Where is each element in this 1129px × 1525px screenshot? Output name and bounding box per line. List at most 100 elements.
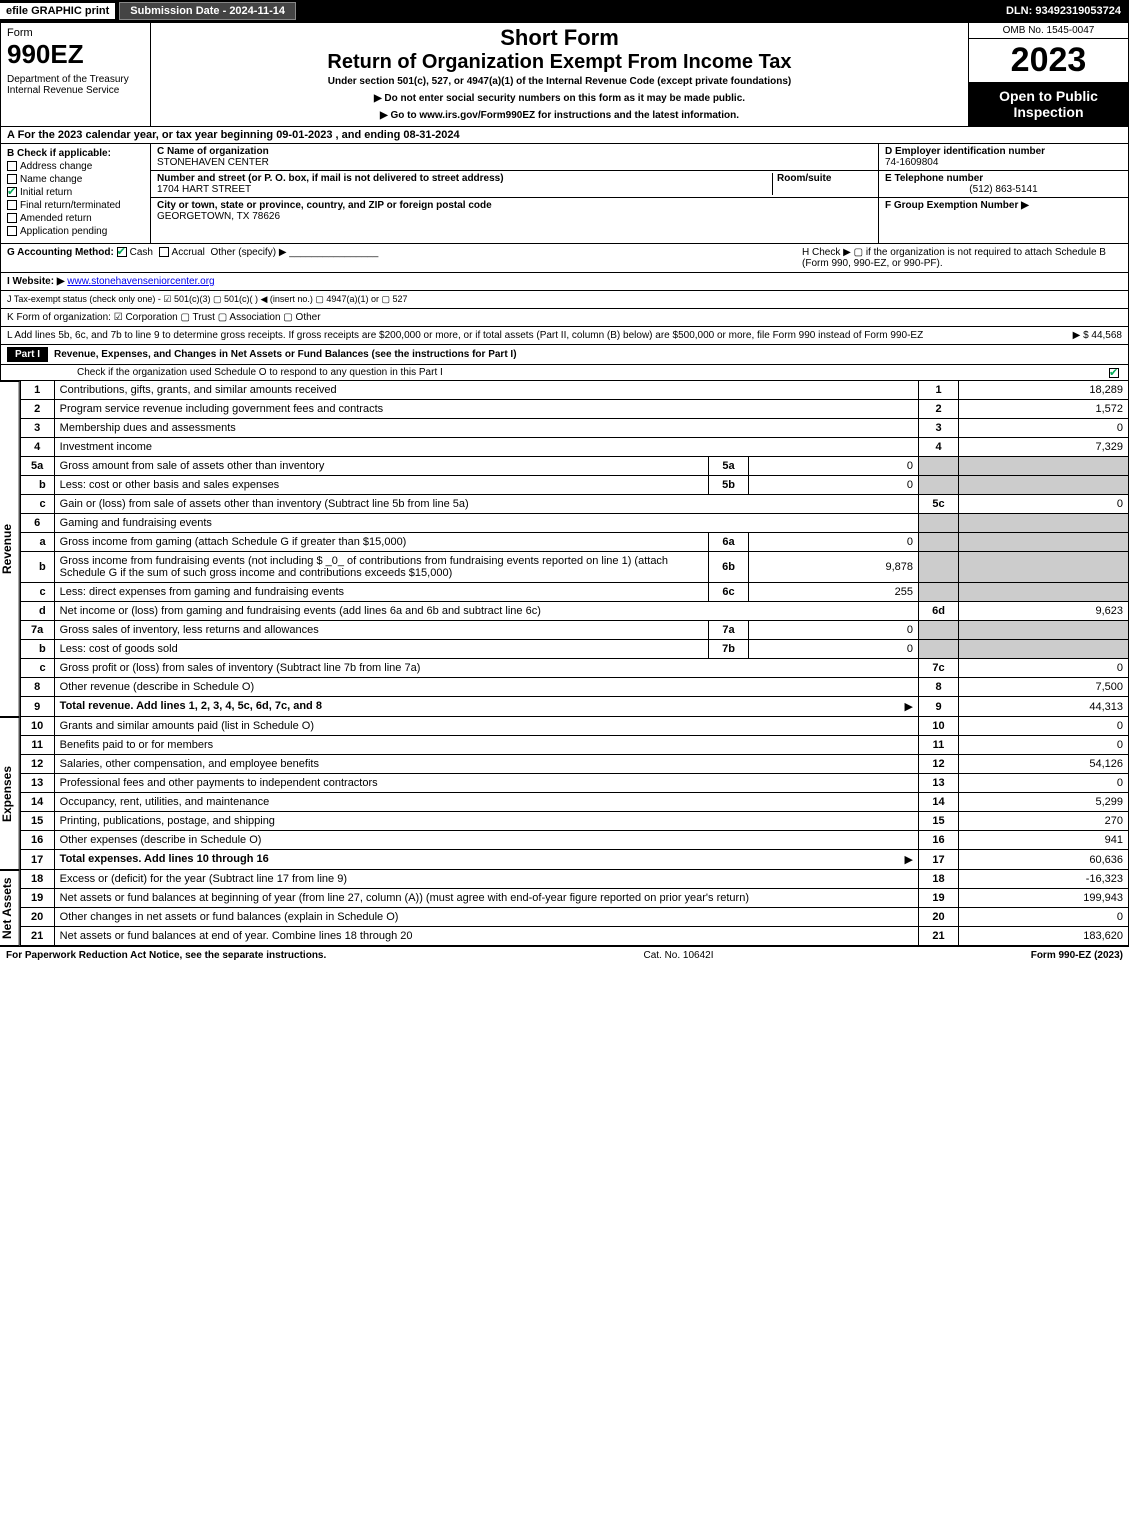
org-name-label: C Name of organization [157,146,269,157]
line-rnum: 9 [919,697,959,717]
line-desc: Net assets or fund balances at beginning… [60,892,749,904]
line-rval: 270 [959,812,1129,831]
grey-cell [959,457,1129,476]
group-exemption-label: F Group Exemption Number ▶ [885,200,1029,211]
line-innum: 7b [709,640,749,659]
submission-date: Submission Date - 2024-11-14 [119,2,296,20]
row-l-text: L Add lines 5b, 6c, and 7b to line 9 to … [7,330,1065,341]
line-rnum: 5c [919,495,959,514]
line-innum: 6b [709,552,749,583]
cb-name-change[interactable]: Name change [7,174,144,185]
line-rval: -16,323 [959,870,1129,889]
line-num: a [20,533,54,552]
grey-cell [959,640,1129,659]
line-rnum: 20 [919,908,959,927]
line-num: 9 [20,697,54,717]
line-rval: 0 [959,659,1129,678]
phone-value: (512) 863-5141 [885,184,1122,195]
accounting-label: G Accounting Method: [7,247,114,258]
line-innum: 6c [709,583,749,602]
line-desc: Investment income [60,441,152,453]
page-footer: For Paperwork Reduction Act Notice, see … [0,946,1129,964]
grey-cell [959,552,1129,583]
city-label: City or town, state or province, country… [157,200,492,211]
goto-link[interactable]: ▶ Go to www.irs.gov/Form990EZ for instru… [157,110,962,121]
cb-application-pending[interactable]: Application pending [7,226,144,237]
footer-catno: Cat. No. 10642I [643,950,713,961]
line-rnum: 6d [919,602,959,621]
part-i-label: Part I [7,347,48,362]
line-1: 1Contributions, gifts, grants, and simil… [20,381,1128,400]
grey-cell [959,621,1129,640]
line-rval: 0 [959,736,1129,755]
line-desc: Total revenue. Add lines 1, 2, 3, 4, 5c,… [60,700,322,712]
line-rnum: 2 [919,400,959,419]
under-section: Under section 501(c), 527, or 4947(a)(1)… [157,76,962,87]
header-right: OMB No. 1545-0047 2023 Open to Public In… [968,23,1128,126]
accrual-label: Accrual [172,247,205,258]
line-rval: 0 [959,908,1129,927]
cb-label: Application pending [20,226,107,237]
efile-print[interactable]: efile GRAPHIC print [0,3,115,19]
line-innum: 5b [709,476,749,495]
line-desc: Total expenses. Add lines 10 through 16 [60,853,269,865]
cb-address-change[interactable]: Address change [7,161,144,172]
grey-cell [919,583,959,602]
cb-amended-return[interactable]: Amended return [7,213,144,224]
line-rval: 9,623 [959,602,1129,621]
line-rnum: 10 [919,717,959,736]
line-num: b [20,640,54,659]
part-i-checkbox[interactable] [1109,368,1119,378]
net-assets-side-label: Net Assets [0,870,20,946]
line-rval: 0 [959,419,1129,438]
grey-cell [919,514,959,533]
line-num: 19 [20,889,54,908]
line-rval: 0 [959,495,1129,514]
line-desc: Benefits paid to or for members [60,739,213,751]
cb-final-return[interactable]: Final return/terminated [7,200,144,211]
cb-label: Final return/terminated [20,200,121,211]
cb-cash[interactable] [117,247,127,257]
row-gh: G Accounting Method: Cash Accrual Other … [0,244,1129,273]
goto-link-text[interactable]: ▶ Go to www.irs.gov/Form990EZ for instru… [380,110,739,121]
cb-label: Initial return [20,187,72,198]
ssn-warning: ▶ Do not enter social security numbers o… [157,93,962,104]
block-bcdef: B Check if applicable: Address change Na… [0,144,1129,244]
cb-accrual[interactable] [159,247,169,257]
col-b-header: B Check if applicable: [7,148,144,159]
line-rnum: 21 [919,927,959,946]
street-row: Number and street (or P. O. box, if mail… [151,171,878,198]
line-num: 4 [20,438,54,457]
line-9: 9 Total revenue. Add lines 1, 2, 3, 4, 5c… [20,697,1128,717]
line-8: 8Other revenue (describe in Schedule O)8… [20,678,1128,697]
header-mid: Short Form Return of Organization Exempt… [151,23,968,126]
net-assets-section: Net Assets 18Excess or (deficit) for the… [0,870,1129,946]
line-desc: Gaming and fundraising events [60,517,212,529]
net-assets-table: 18Excess or (deficit) for the year (Subt… [20,870,1129,946]
line-rval: 941 [959,831,1129,850]
line-num: 11 [20,736,54,755]
cb-initial-return[interactable]: Initial return [7,187,144,198]
line-rnum: 8 [919,678,959,697]
row-l-amount: ▶ $ 44,568 [1073,330,1122,341]
room-label: Room/suite [777,173,831,184]
website-link[interactable]: www.stonehavenseniorcenter.org [67,276,214,287]
form-header: Form 990EZ Department of the Treasury In… [0,22,1129,127]
line-rnum: 1 [919,381,959,400]
omb-number: OMB No. 1545-0047 [969,23,1128,39]
line-desc: Other changes in net assets or fund bala… [60,911,399,923]
line-desc: Less: direct expenses from gaming and fu… [60,586,344,598]
line-inval: 0 [749,476,919,495]
line-7c: cGross profit or (loss) from sales of in… [20,659,1128,678]
grey-cell [959,476,1129,495]
cb-label: Amended return [20,213,92,224]
line-num: c [20,583,54,602]
org-name-row: C Name of organization STONEHAVEN CENTER [151,144,878,171]
line-rval: 7,329 [959,438,1129,457]
col-def: D Employer identification number 74-1609… [878,144,1128,243]
line-rval: 44,313 [959,697,1129,717]
line-num: c [20,659,54,678]
expenses-section: Expenses 10Grants and similar amounts pa… [0,717,1129,870]
org-name: STONEHAVEN CENTER [157,157,269,168]
col-c-org: C Name of organization STONEHAVEN CENTER… [151,144,878,243]
